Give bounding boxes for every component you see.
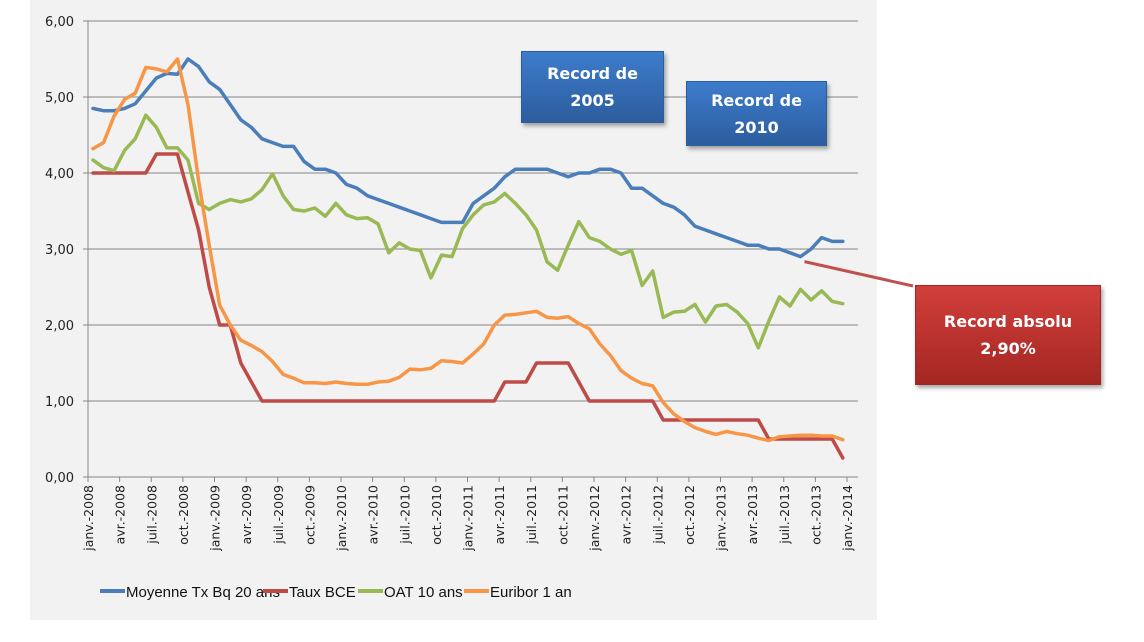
series-line-taux-bce [91, 152, 845, 460]
annotation-line2: 2,90% [980, 339, 1036, 358]
annotation-leader-line [804, 260, 914, 288]
legend-label: Taux BCE [289, 584, 356, 601]
x-tick-label: juil.-2010 [397, 485, 412, 545]
x-tick-label: oct.-2011 [555, 485, 570, 545]
legend-label: Moyenne Tx Bq 20 ans [126, 584, 280, 601]
x-tick-label: juil.-2011 [524, 485, 539, 545]
x-tick-label: avr.-2012 [619, 485, 634, 544]
legend-label: OAT 10 ans [384, 584, 463, 601]
x-tick-labels: janv.-2008 avr.-2008 juil.-2008 oct.-2008 ja… [81, 477, 855, 552]
series-line-oat-10-ans [91, 113, 845, 350]
series-lines [91, 57, 845, 460]
x-tick-label: avr.-2011 [492, 485, 507, 544]
axes [87, 21, 858, 478]
x-tick-label: janv.-2008 [81, 485, 96, 552]
x-tick-label: juil.-2013 [777, 485, 792, 545]
annotation-line1: Record de [547, 64, 638, 83]
x-tick-label: avr.-2008 [113, 485, 128, 544]
x-tick-label: janv.-2012 [587, 485, 602, 552]
annotation-line2: 2005 [570, 91, 615, 110]
y-tick-label: 0,00 [45, 471, 74, 486]
x-tick-label: avr.-2009 [239, 485, 254, 544]
y-tick-label: 6,00 [45, 15, 74, 30]
y-tick-label: 5,00 [45, 91, 74, 106]
x-tick-label: oct.-2009 [302, 485, 317, 545]
x-tick-label: janv.-2011 [461, 485, 476, 552]
x-tick-label: janv.-2013 [714, 485, 729, 552]
x-tick-label: janv.-2014 [840, 485, 855, 552]
y-tick-labels: 0,00 1,00 2,00 3,00 4,00 5,00 6,00 [45, 15, 74, 486]
x-tick-label: avr.-2013 [745, 485, 760, 544]
legend: Moyenne Tx Bq 20 ans Taux BCE OAT 10 ans Eu… [100, 584, 572, 601]
x-tick-label: juil.-2008 [144, 485, 159, 545]
annotation-record-2010: Record de 2010 [686, 81, 827, 146]
x-tick-label: janv.-2009 [208, 485, 223, 552]
x-tick-label: juil.-2012 [650, 485, 665, 545]
annotation-record-absolu: Record absolu 2,90% [915, 285, 1101, 385]
annotation-record-2005: Record de 2005 [521, 51, 664, 123]
x-tick-label: janv.-2010 [334, 485, 349, 552]
legend-label: Euribor 1 an [490, 584, 572, 601]
y-tick-label: 2,00 [45, 319, 74, 334]
x-tick-label: juil.-2009 [271, 485, 286, 545]
y-tick-label: 3,00 [45, 243, 74, 258]
x-tick-label: oct.-2013 [808, 485, 823, 545]
series-line-moyenne-tx-bq-20-ans [91, 57, 845, 259]
annotation-line1: Record absolu [943, 312, 1073, 331]
x-tick-label: avr.-2010 [366, 485, 381, 544]
y-tick-label: 1,00 [45, 395, 74, 410]
x-tick-label: oct.-2010 [429, 485, 444, 545]
x-tick-label: oct.-2012 [682, 485, 697, 545]
y-tick-label: 4,00 [45, 167, 74, 182]
annotation-line2: 2010 [734, 117, 779, 137]
series-line-euribor-1-an [91, 57, 845, 443]
x-tick-label: oct.-2008 [176, 485, 191, 545]
annotation-line1: Record de [711, 90, 802, 110]
